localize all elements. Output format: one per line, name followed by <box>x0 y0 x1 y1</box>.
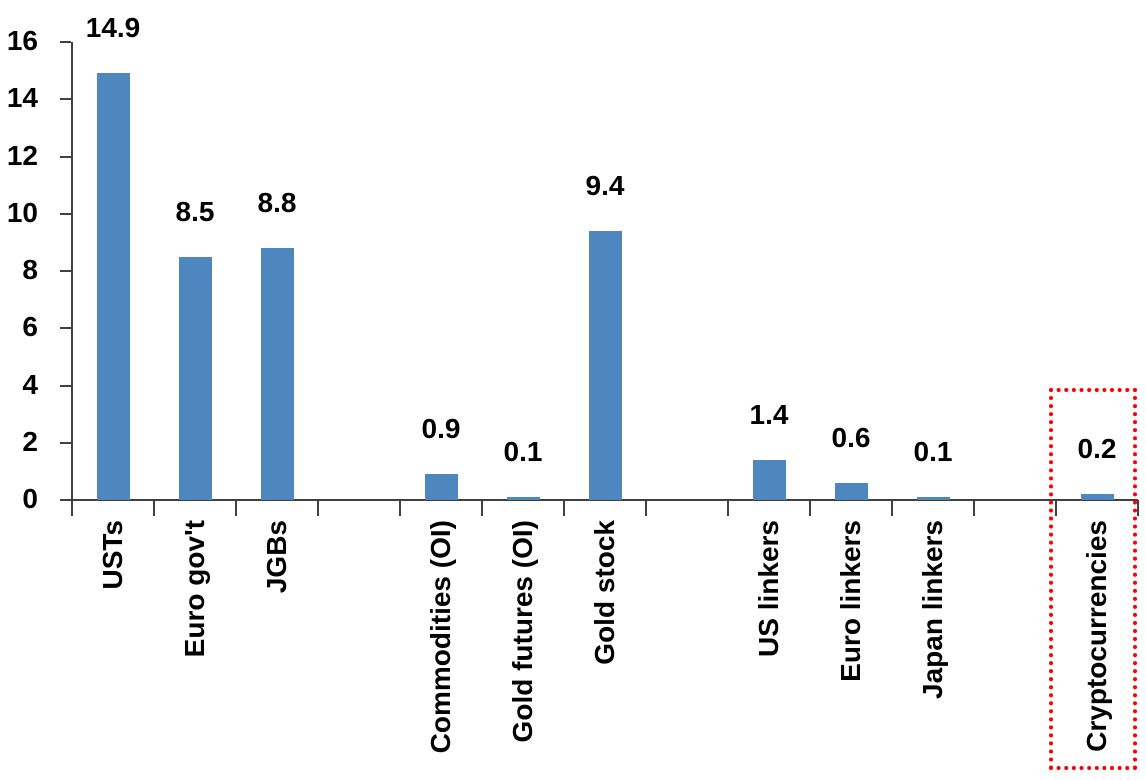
x-tick-mark <box>645 500 647 516</box>
y-tick-mark <box>60 384 71 387</box>
x-tick-mark <box>153 500 155 516</box>
y-tick-mark <box>60 499 71 501</box>
bar <box>96 73 130 500</box>
bar-value-label: 8.5 <box>175 195 215 227</box>
bar-value-label: 0.9 <box>421 413 461 445</box>
y-tick-mark <box>60 327 71 330</box>
y-axis-tick-label: 4 <box>22 368 38 400</box>
x-tick-mark <box>1137 500 1139 516</box>
bar-value-label: 8.8 <box>257 187 297 219</box>
x-axis-line <box>71 499 1138 501</box>
y-axis-line <box>71 42 73 500</box>
bar <box>588 230 622 500</box>
category-label: Euro linkers <box>835 520 866 682</box>
y-tick-mark <box>60 98 71 101</box>
bar <box>916 497 950 500</box>
category-label: US linkers <box>753 520 784 657</box>
category-label: Commodities (OI) <box>425 520 456 754</box>
bar-value-label: 14.9 <box>85 12 141 44</box>
y-axis-tick-label: 6 <box>22 311 38 343</box>
x-tick-mark <box>317 500 319 516</box>
bar-value-label: 1.4 <box>749 398 789 430</box>
y-tick-mark <box>60 270 71 272</box>
bar <box>834 482 868 500</box>
bar <box>260 248 294 500</box>
highlight-box <box>1049 388 1137 770</box>
x-tick-mark <box>235 500 237 516</box>
bar <box>1080 494 1114 500</box>
category-label: Euro gov't <box>179 520 210 658</box>
x-tick-mark <box>973 500 975 516</box>
category-label: Japan linkers <box>917 520 948 699</box>
category-label: JGBs <box>261 520 292 594</box>
bar <box>506 497 540 500</box>
y-axis-tick-label: 2 <box>22 425 38 457</box>
bar-value-label: 0.6 <box>831 421 871 453</box>
x-tick-mark <box>481 500 483 516</box>
category-label: Gold futures (OI) <box>507 520 538 743</box>
y-tick-mark <box>60 441 71 444</box>
y-tick-mark <box>60 41 71 43</box>
y-tick-mark <box>60 212 71 215</box>
x-tick-mark <box>399 500 401 516</box>
bar <box>752 459 786 500</box>
bar-value-label: 9.4 <box>585 169 625 201</box>
y-axis-tick-label: 16 <box>6 25 38 56</box>
bar <box>424 474 458 500</box>
x-tick-mark <box>71 500 73 516</box>
x-tick-mark <box>891 500 893 516</box>
y-axis-tick-label: 0 <box>22 483 38 514</box>
x-tick-mark <box>563 500 565 516</box>
x-tick-mark <box>727 500 729 516</box>
x-tick-mark <box>1055 500 1057 516</box>
category-label: Gold stock <box>589 520 620 665</box>
category-label: USTs <box>97 520 128 590</box>
bar-value-label: 0.2 <box>1077 433 1117 465</box>
y-axis-tick-label: 12 <box>6 139 38 171</box>
bar-value-label: 0.1 <box>913 436 953 468</box>
x-tick-mark <box>809 500 811 516</box>
bar-value-label: 0.1 <box>503 436 543 468</box>
y-tick-mark <box>60 155 71 158</box>
y-axis-tick-label: 10 <box>6 196 38 228</box>
y-axis-tick-label: 14 <box>6 82 38 114</box>
bar <box>178 256 212 500</box>
y-axis-tick-label: 8 <box>22 254 38 285</box>
